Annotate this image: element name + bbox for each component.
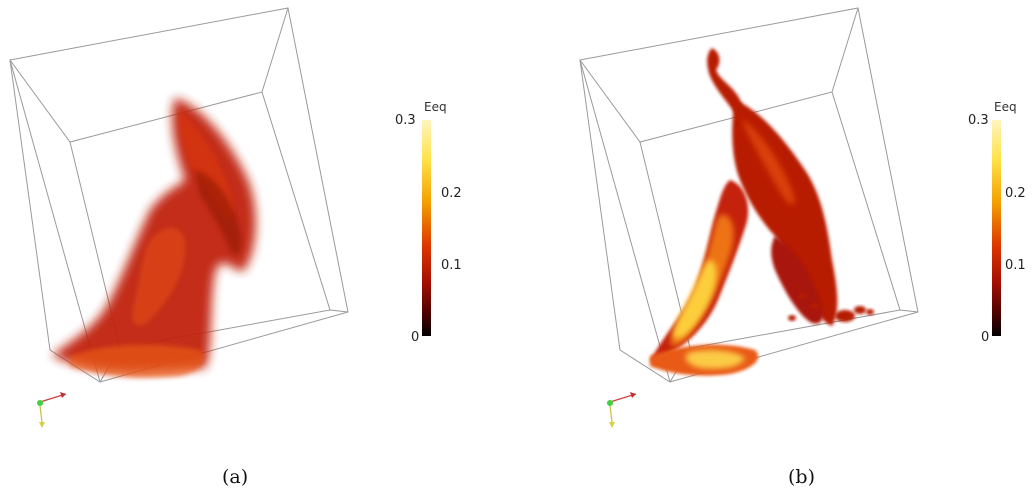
colorbar-tick-a-0.2: 0.2 <box>441 186 462 201</box>
panel-a: Eeq 0.3 0.2 0.1 0 (a) <box>9 7 462 488</box>
caption-a: (a) <box>222 466 249 488</box>
colorbar-tick-b-0.2: 0.2 <box>1005 186 1026 201</box>
volume-render-a <box>9 7 349 428</box>
colorbar-a <box>422 120 431 336</box>
colorbar-title-a: Eeq <box>424 100 447 114</box>
colorbar-tick-a-0.1: 0.1 <box>441 258 462 273</box>
colorbar-tick-a-0: 0 <box>411 330 420 345</box>
panel-b: Eeq 0.3 0.2 0.1 0 (b) <box>570 0 1032 499</box>
orientation-axes-a <box>37 392 67 428</box>
bounding-box <box>9 7 349 383</box>
volume-body-a <box>52 98 256 378</box>
caption-b: (b) <box>788 466 815 488</box>
orientation-axes-b <box>607 392 637 428</box>
colorbar-tick-b-0: 0 <box>981 330 990 345</box>
colorbar-tick-b-0.3: 0.3 <box>968 113 989 128</box>
colorbar-tick-a-0.3: 0.3 <box>395 113 416 128</box>
volume-body-b <box>650 48 874 376</box>
colorbar-tick-b-0.1: 0.1 <box>1005 258 1026 273</box>
colorbar-title-b: Eeq <box>994 100 1017 114</box>
volume-render-b <box>579 7 919 428</box>
colorbar-b <box>992 120 1001 336</box>
